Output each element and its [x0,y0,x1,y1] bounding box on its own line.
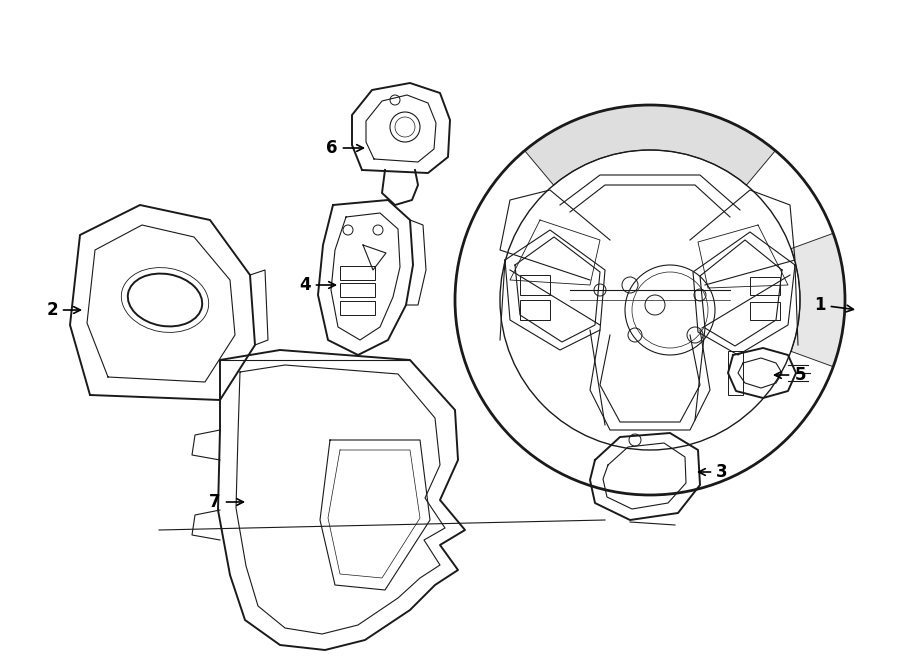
Bar [340,301,375,315]
Bar [728,351,743,395]
Bar [750,277,780,295]
Text: 1: 1 [814,296,853,314]
Bar [520,275,550,295]
Text: 3: 3 [698,463,728,481]
Bar [520,300,550,320]
Polygon shape [525,105,775,185]
Text: 4: 4 [299,276,336,294]
Text: 2: 2 [46,301,80,319]
Text: 6: 6 [327,139,364,157]
Text: 5: 5 [775,366,806,384]
Bar [750,302,780,320]
Text: 7: 7 [209,493,243,511]
Bar [340,266,375,280]
Bar [340,283,375,297]
Polygon shape [791,233,845,367]
